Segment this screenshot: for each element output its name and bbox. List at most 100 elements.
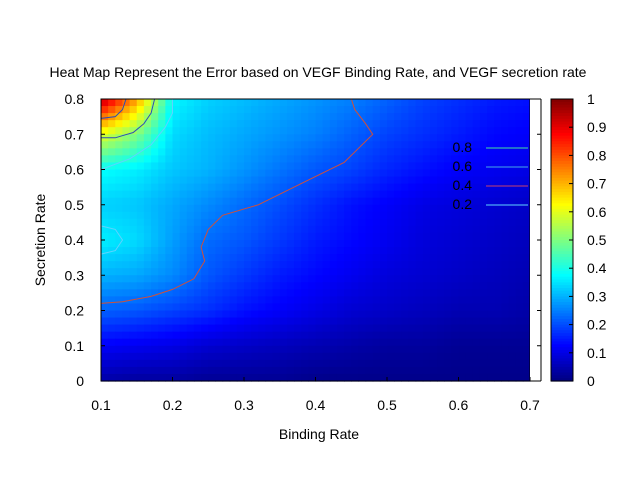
heatmap-cell <box>136 373 145 382</box>
heatmap-cell <box>437 254 445 262</box>
heatmap-cell <box>208 254 216 262</box>
heatmap-cell <box>372 99 381 107</box>
heatmap-cell <box>158 331 166 340</box>
heatmap-cell <box>429 247 438 255</box>
heatmap-cell <box>158 268 166 276</box>
heatmap-cell <box>193 366 202 375</box>
heatmap-cell <box>522 162 531 171</box>
heatmap-cell <box>472 162 481 171</box>
heatmap-cell <box>229 134 238 142</box>
heatmap-cell <box>244 240 252 248</box>
heatmap-cell <box>479 141 488 149</box>
heatmap-cell <box>308 204 317 213</box>
heatmap-cell <box>444 225 452 234</box>
heatmap-cell <box>193 359 202 368</box>
heatmap-cell <box>236 127 245 135</box>
heatmap-cell <box>108 240 116 248</box>
heatmap-cell <box>172 261 181 269</box>
heatmap-cell <box>351 218 359 227</box>
heatmap-cell <box>522 345 531 354</box>
heatmap-cell <box>265 232 274 241</box>
heatmap-cell <box>465 352 474 361</box>
heatmap-cell <box>294 352 302 361</box>
heatmap-cell <box>136 169 145 178</box>
heatmap-cell <box>143 141 152 149</box>
heatmap-cell <box>143 338 152 347</box>
heatmap-cell <box>479 240 488 248</box>
heatmap-cell <box>451 113 460 121</box>
heatmap-cell <box>229 197 238 206</box>
heatmap-cell <box>372 261 381 269</box>
heatmap-cell <box>129 169 138 178</box>
heatmap-cell <box>472 359 481 368</box>
heatmap-cell <box>458 176 467 185</box>
heatmap-cell <box>494 240 502 248</box>
heatmap-cell <box>308 366 317 375</box>
heatmap-cell <box>458 106 467 114</box>
heatmap-cell <box>408 331 417 340</box>
heatmap-cell <box>329 225 338 234</box>
heatmap-cell <box>422 366 431 375</box>
heatmap-cell <box>122 106 131 114</box>
colorbar-segment <box>551 121 573 125</box>
heatmap-cell <box>101 275 109 283</box>
heatmap-cell <box>372 113 381 121</box>
heatmap-cell <box>451 148 460 156</box>
heatmap-cell <box>372 289 381 297</box>
heatmap-cell <box>272 218 281 227</box>
heatmap-cell <box>451 296 460 305</box>
heatmap-cell <box>322 183 331 192</box>
heatmap-cell <box>422 289 431 297</box>
heatmap-cell <box>158 141 166 149</box>
heatmap-cell <box>487 218 495 227</box>
heatmap-cell <box>494 373 502 382</box>
heatmap-cell <box>179 183 188 192</box>
heatmap-cell <box>472 275 481 283</box>
heatmap-cell <box>515 211 524 220</box>
colorbar-segment <box>551 127 573 131</box>
heatmap-cell <box>165 120 174 128</box>
heatmap-cell <box>179 275 188 283</box>
heatmap-cell <box>265 211 274 220</box>
heatmap-cell <box>115 176 124 185</box>
heatmap-cell <box>101 211 109 220</box>
heatmap-cell <box>494 183 502 192</box>
heatmap-cell <box>422 127 431 135</box>
heatmap-cell <box>158 282 166 290</box>
heatmap-cell <box>308 183 317 192</box>
heatmap-cell <box>387 310 395 319</box>
heatmap-cell <box>487 211 495 220</box>
heatmap-cell <box>172 282 181 290</box>
heatmap-cell <box>315 268 324 276</box>
heatmap-cell <box>115 204 124 213</box>
heatmap-cell <box>279 310 288 319</box>
heatmap-cell <box>172 317 181 326</box>
heatmap-cell <box>251 190 259 199</box>
heatmap-cell <box>279 197 288 206</box>
heatmap-cell <box>279 303 288 312</box>
heatmap-cell <box>179 218 188 227</box>
heatmap-cell <box>322 289 331 297</box>
heatmap-cell <box>494 317 502 326</box>
heatmap-cell <box>444 240 452 248</box>
heatmap-cell <box>508 134 517 142</box>
heatmap-cell <box>229 218 238 227</box>
heatmap-cell <box>272 141 281 149</box>
heatmap-cell <box>322 197 331 206</box>
heatmap-cell <box>472 183 481 192</box>
heatmap-cell <box>522 247 531 255</box>
heatmap-cell <box>158 373 166 382</box>
heatmap-cell <box>143 373 152 382</box>
heatmap-cell <box>508 359 517 368</box>
colorbar-segment <box>551 304 573 309</box>
heatmap-cell <box>479 225 488 234</box>
heatmap-cell <box>129 106 138 114</box>
heatmap-cell <box>437 268 445 276</box>
heatmap-cell <box>186 176 195 185</box>
heatmap-cell <box>279 218 288 227</box>
heatmap-cell <box>394 261 402 269</box>
heatmap-cell <box>294 373 302 382</box>
heatmap-cell <box>501 183 510 192</box>
heatmap-cell <box>172 190 181 199</box>
heatmap-cell <box>487 197 495 206</box>
